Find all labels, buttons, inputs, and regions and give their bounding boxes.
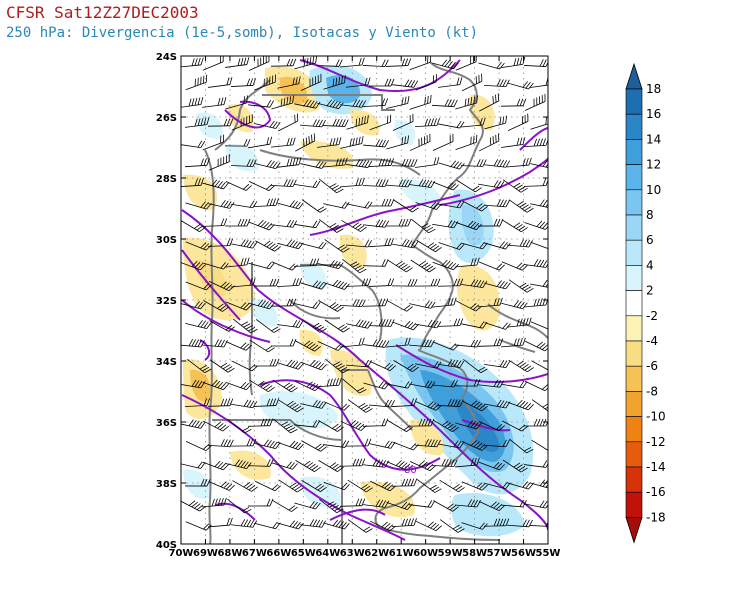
colorbar-tick-label: -16: [646, 485, 666, 499]
latitude-label: 26S: [156, 113, 177, 124]
colorbar-tick-label: -12: [646, 435, 666, 449]
longitude-label: 56W: [511, 548, 536, 559]
colorbar-swatch: [625, 491, 643, 518]
colorbar-swatch: [625, 239, 643, 266]
map-subtitle: 250 hPa: Divergencia (1e-5,somb), Isotac…: [6, 25, 479, 41]
colorbar-max-arrow: [625, 62, 643, 90]
colorbar-swatch: [625, 315, 643, 342]
axis-ticks: [180, 55, 549, 545]
longitude-label: 66W: [266, 548, 291, 559]
colorbar-min-arrow: [625, 517, 643, 544]
colorbar-tick-label: 8: [646, 208, 654, 222]
longitude-label: 69W: [193, 548, 218, 559]
latitude-label: 32S: [156, 296, 177, 307]
colorbar-tick-label: 10: [646, 183, 661, 197]
colorbar-swatch: [625, 265, 643, 291]
colorbar-swatch: [625, 139, 643, 165]
colorbar-swatch: [625, 189, 643, 216]
longitude-labels: 70W 69W 68W 67W 66W 65W 64W 63W 62W 61W 60W 59W 58W 5…: [169, 548, 561, 559]
colorbar-tick-label: 2: [646, 284, 654, 298]
colorbar-tick-label: -6: [646, 359, 658, 373]
longitude-label: 59W: [438, 548, 463, 559]
colorbar-swatch: [625, 113, 643, 140]
latitude-label: 28S: [156, 174, 177, 185]
longitude-label: 70W: [169, 548, 194, 559]
colorbar-swatch: [625, 416, 643, 443]
latitude-label: 40S: [156, 540, 177, 551]
longitude-label: 58W: [462, 548, 487, 559]
colorbar-tick-label: -4: [646, 334, 658, 348]
longitude-label: 63W: [340, 548, 365, 559]
colorbar-swatch: [625, 340, 643, 367]
colorbar-tick-label: 18: [646, 82, 661, 96]
map-title: CFSR Sat12Z27DEC2003: [6, 3, 199, 22]
latitude-label: 30S: [156, 235, 177, 246]
longitude-label: 57W: [487, 548, 512, 559]
colorbar-tick-label: 12: [646, 158, 661, 172]
colorbar-tick-label: 6: [646, 233, 654, 247]
colorbar-tick-label: 16: [646, 107, 661, 121]
colorbar-swatch: [625, 391, 643, 417]
colorbar-tick-label: -10: [646, 410, 666, 424]
latitude-label: 36S: [156, 418, 177, 429]
colorbar-tick-label: -2: [646, 309, 658, 323]
colorbar-labels: 18 16 14 12 10 8 6 4 2 -2 -4 -6 -8 -10 -12 -14 -16 -18: [646, 82, 666, 524]
longitude-label: 61W: [389, 548, 414, 559]
colorbar-tick-label: -14: [646, 460, 666, 474]
colorbar-swatch: [625, 466, 643, 493]
colorbar-swatch: [625, 88, 643, 115]
latitude-label: 24S: [156, 52, 177, 63]
latitude-labels: 24S 26S 28S 30S 32S 34S 36S 38S 40S: [156, 52, 177, 551]
isotach-contour-label: 80: [404, 465, 417, 476]
colorbar-swatch: [625, 290, 643, 317]
colorbar-swatch: [625, 214, 643, 241]
wind-barbs: [181, 56, 548, 533]
longitude-label: 62W: [364, 548, 389, 559]
lat-lon-grid: [181, 56, 548, 544]
colorbar-swatch: [625, 441, 643, 468]
colorbar-swatch: [625, 365, 643, 392]
longitude-label: 68W: [217, 548, 242, 559]
isotach-contours: [181, 59, 548, 541]
longitude-label: 67W: [242, 548, 267, 559]
latitude-label: 38S: [156, 479, 177, 490]
longitude-label: 60W: [413, 548, 438, 559]
longitude-label: 64W: [315, 548, 340, 559]
longitude-label: 65W: [291, 548, 316, 559]
colorbar-tick-label: 14: [646, 132, 661, 146]
colorbar-tick-label: -8: [646, 384, 658, 398]
colorbar-swatches: [625, 62, 643, 544]
colorbar-swatch: [625, 164, 643, 191]
longitude-label: 55W: [536, 548, 561, 559]
colorbar-tick-label: -18: [646, 510, 666, 524]
colorbar-tick-label: 4: [646, 258, 654, 272]
latitude-label: 34S: [156, 357, 177, 368]
